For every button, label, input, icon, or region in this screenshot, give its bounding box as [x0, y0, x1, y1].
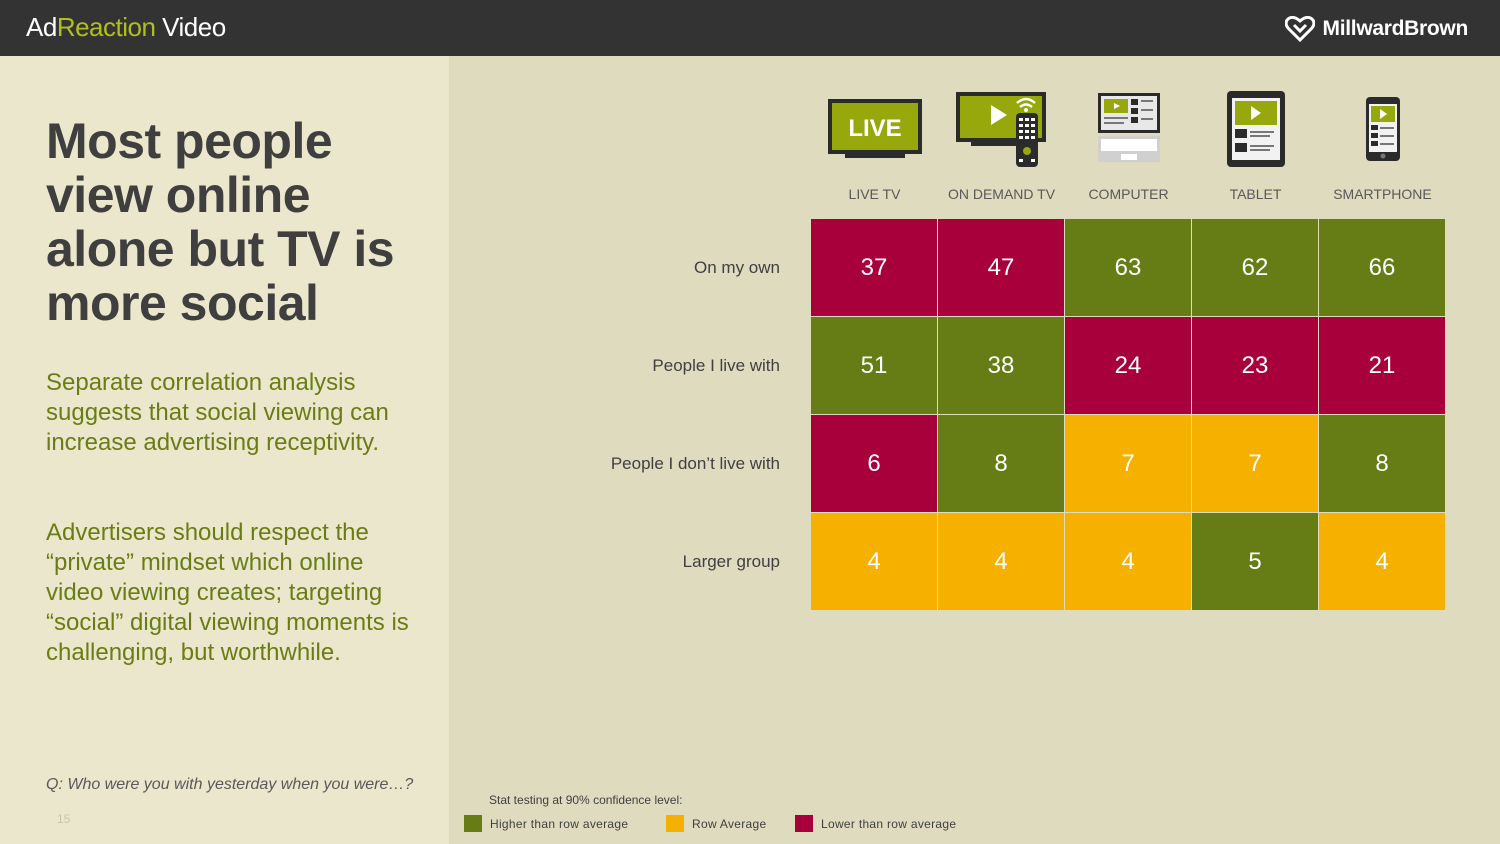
value-cell: 6 — [811, 415, 937, 512]
value-cell: 51 — [811, 317, 937, 414]
stat-testing-note: Stat testing at 90% confidence level: — [489, 793, 683, 807]
value-cell: 5 — [1192, 513, 1318, 610]
company-name: MillwardBrown — [1322, 17, 1469, 40]
value-cell: 24 — [1065, 317, 1191, 414]
millward-brown-logo: MillwardBrown — [1284, 15, 1469, 43]
on-demand-tv-icon — [955, 88, 1051, 170]
row-label-larger-group: Larger group — [682, 552, 780, 571]
value-cell: 37 — [811, 219, 937, 316]
column-header-live-tv: LIVE TV — [848, 186, 901, 202]
top-bar: AdReaction Video MillwardBrown — [0, 0, 1500, 56]
value-cell: 23 — [1192, 317, 1318, 414]
legend-swatch-lower — [795, 815, 813, 832]
legend-label-lower: Lower than row average — [821, 816, 957, 831]
value-cell: 8 — [1319, 415, 1445, 512]
paragraph-advertisers: Advertisers should respect the “private”… — [46, 519, 409, 666]
value-cell: 21 — [1319, 317, 1445, 414]
computer-icon — [1097, 88, 1161, 170]
value-cell: 47 — [938, 219, 1064, 316]
value-cell: 63 — [1065, 219, 1191, 316]
column-header-tablet: TABLET — [1229, 186, 1282, 202]
value-cell: 4 — [1065, 513, 1191, 610]
legend-average: Row Average — [666, 815, 766, 832]
legend-higher: Higher than row average — [464, 815, 628, 832]
value-cell: 7 — [1192, 415, 1318, 512]
left-panel — [0, 56, 449, 844]
heart-logo-icon — [1284, 16, 1315, 42]
row-label-people-i-live-with: People I live with — [652, 356, 780, 375]
row-label-people-i-don-t-live-with: People I don’t live with — [610, 454, 780, 473]
legend-swatch-average — [666, 815, 684, 832]
legend-lower: Lower than row average — [795, 815, 956, 832]
row-label-on-my-own: On my own — [694, 258, 780, 277]
paragraph-correlation: Separate correlation analysis suggests t… — [46, 369, 389, 456]
live-label: LIVE — [848, 115, 901, 142]
legend-label-average: Row Average — [692, 816, 767, 831]
column-header-computer: COMPUTER — [1088, 186, 1169, 202]
value-cell: 8 — [938, 415, 1064, 512]
column-header-smartphone: SMARTPHONE — [1333, 186, 1432, 202]
tablet-icon — [1226, 88, 1286, 170]
value-cell: 62 — [1192, 219, 1318, 316]
value-cell: 4 — [1319, 513, 1445, 610]
page-number: 15 — [57, 812, 71, 826]
value-cell: 4 — [811, 513, 937, 610]
value-cell: 7 — [1065, 415, 1191, 512]
smartphone-icon — [1364, 88, 1402, 170]
live-tv-icon: LIVE — [827, 88, 923, 170]
column-header-on-demand-tv: ON DEMAND TV — [947, 186, 1056, 202]
page-title: Most people view online alone but TV is … — [46, 113, 395, 331]
legend-swatch-higher — [464, 815, 482, 832]
value-cell: 66 — [1319, 219, 1445, 316]
survey-question: Q: Who were you with yesterday when you … — [46, 776, 414, 793]
legend-label-higher: Higher than row average — [490, 816, 629, 831]
app-title: AdReaction Video — [26, 12, 226, 42]
value-cell: 38 — [938, 317, 1064, 414]
value-cell: 4 — [938, 513, 1064, 610]
